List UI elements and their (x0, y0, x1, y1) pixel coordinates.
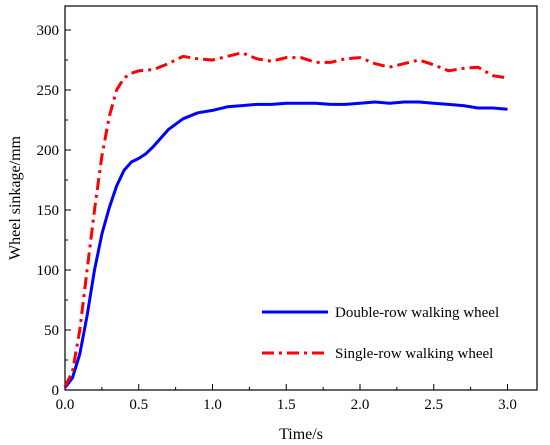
x-axis-title: Time/s (279, 426, 323, 443)
axis-ticks: 0.0 0.5 1.0 1.5 2.0 2.5 3.0 0 50 100 150 200 250 300 (37, 23, 517, 413)
series-line-double-row (63, 100, 508, 389)
x-tick-label: 3.0 (498, 397, 517, 413)
legend-label-single-row: Single-row walking wheel (335, 346, 493, 362)
y-tick-label: 150 (37, 203, 60, 219)
y-tick-label: 250 (37, 83, 60, 99)
y-tick-label: 100 (37, 263, 60, 279)
series-line-single-row (63, 51, 508, 388)
x-tick-label: 0.5 (129, 397, 148, 413)
y-tick-label: 300 (37, 23, 60, 39)
x-tick-label: 2.5 (424, 397, 443, 413)
x-tick-label: 2.0 (351, 397, 370, 413)
x-tick-label: 1.5 (277, 397, 296, 413)
legend: Double-row walking wheel Single-row walk… (262, 305, 499, 362)
legend-label-double-row: Double-row walking wheel (335, 305, 499, 321)
plot-border (64, 5, 538, 391)
y-tick-label: 0 (52, 383, 60, 399)
series-lines (63, 51, 508, 389)
y-axis-title: Wheel sinkage/mm (7, 135, 24, 260)
y-tick-label: 50 (44, 323, 59, 339)
x-tick-label: 1.0 (203, 397, 222, 413)
y-tick-label: 200 (37, 143, 60, 159)
plot-frame (64, 5, 538, 391)
x-tick-label: 0.0 (56, 397, 75, 413)
